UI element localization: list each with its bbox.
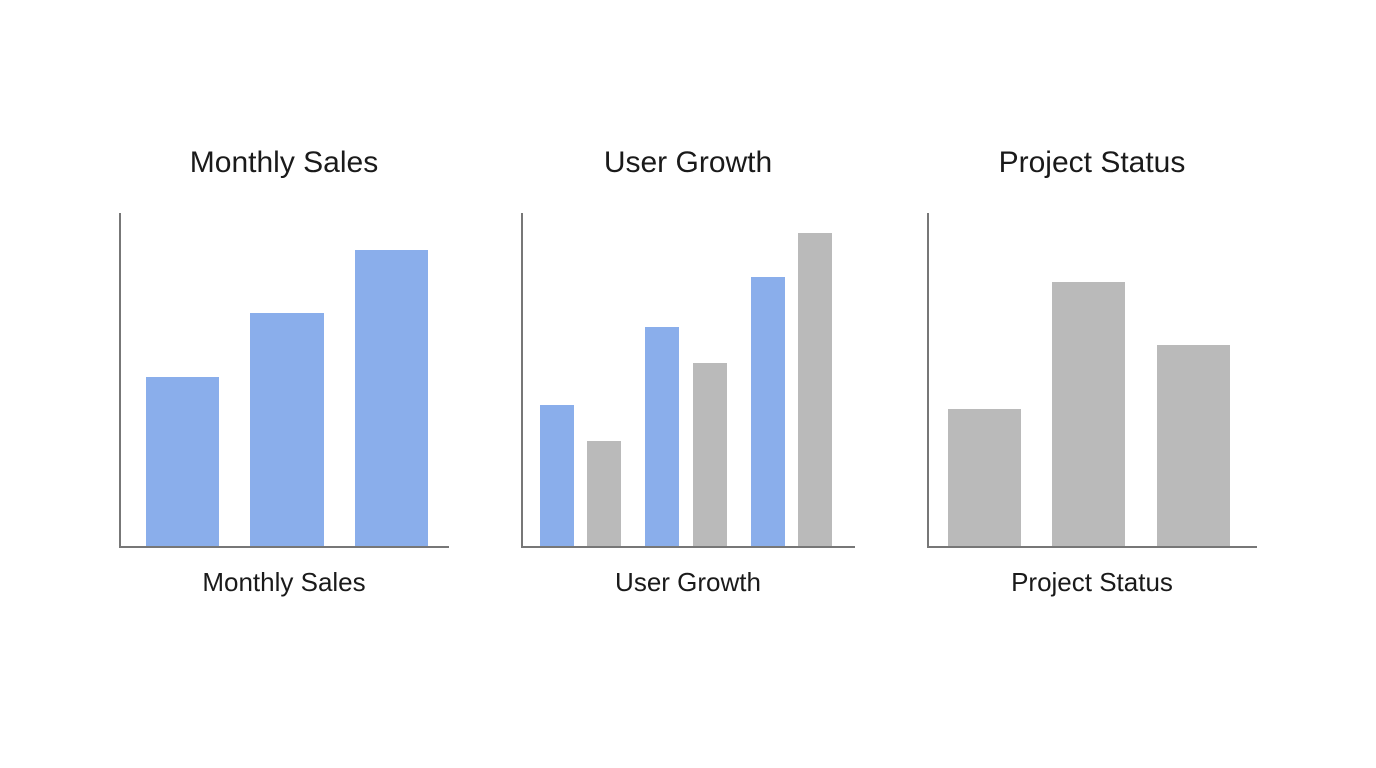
bar-series-a	[645, 327, 679, 546]
chart-title: Monthly Sales	[189, 146, 379, 179]
bar	[948, 409, 1021, 546]
x-axis-label: Project Status	[1011, 567, 1173, 597]
bar-series-b	[798, 233, 832, 546]
x-axis-label: Monthly Sales	[202, 567, 366, 597]
bar-series-b	[587, 441, 621, 546]
y-axis	[119, 213, 121, 548]
bar-series-a	[751, 277, 785, 546]
bar	[1157, 345, 1230, 546]
x-axis	[521, 546, 855, 548]
x-axis-label: User Growth	[615, 567, 761, 597]
y-axis	[927, 213, 929, 548]
bar-series-a	[540, 405, 574, 546]
chart-title: Project Status	[998, 146, 1186, 179]
chart-title: User Growth	[603, 146, 773, 179]
bar	[355, 250, 428, 546]
y-axis	[521, 213, 523, 548]
x-axis	[119, 546, 449, 548]
bar-series-b	[693, 363, 727, 546]
bar	[250, 313, 324, 546]
x-axis	[927, 546, 1257, 548]
bar	[146, 377, 219, 546]
bar	[1052, 282, 1125, 546]
